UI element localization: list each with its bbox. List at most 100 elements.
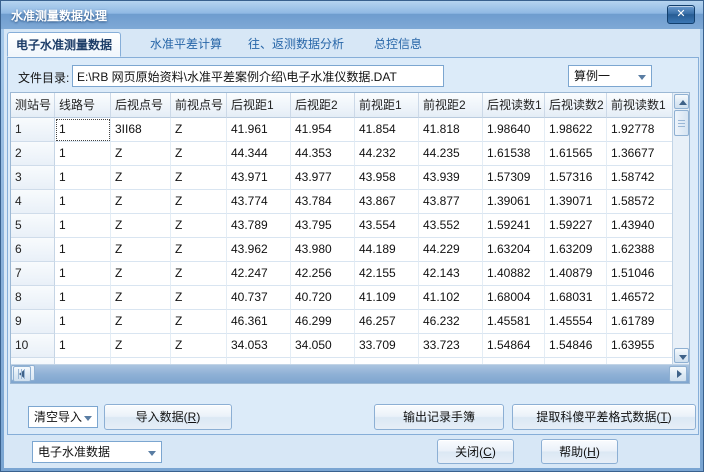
table-cell[interactable]: 43.789 <box>227 214 291 238</box>
table-cell[interactable]: 42.247 <box>227 262 291 286</box>
table-cell[interactable]: 43.958 <box>355 166 419 190</box>
table-cell[interactable]: 43.867 <box>355 190 419 214</box>
table-cell[interactable]: 1.39061 <box>483 190 545 214</box>
file-directory-input[interactable] <box>72 65 444 87</box>
table-cell[interactable]: 1.63204 <box>483 238 545 262</box>
table-cell[interactable]: 1.43940 <box>607 214 672 238</box>
table-cell[interactable]: Z <box>171 214 227 238</box>
table-cell[interactable]: 1.54846 <box>545 334 607 358</box>
table-cell[interactable]: 34.050 <box>291 334 355 358</box>
table-cell[interactable]: 41.818 <box>419 118 483 142</box>
table-cell[interactable]: 1.57309 <box>483 166 545 190</box>
table-cell[interactable]: Z <box>111 334 171 358</box>
table-cell[interactable]: 44.229 <box>419 238 483 262</box>
table-cell[interactable]: Z <box>171 190 227 214</box>
row-header-cell[interactable]: 4 <box>11 190 55 214</box>
table-cell[interactable]: 46.232 <box>419 310 483 334</box>
table-cell[interactable]: Z <box>171 310 227 334</box>
table-cell[interactable]: 43.784 <box>291 190 355 214</box>
table-cell[interactable]: 43.877 <box>419 190 483 214</box>
row-header-cell[interactable]: 1 <box>11 118 55 142</box>
table-cell[interactable]: 41.961 <box>227 118 291 142</box>
table-cell[interactable]: Z <box>111 214 171 238</box>
table-cell[interactable]: 1.39071 <box>545 190 607 214</box>
table-cell[interactable] <box>55 358 111 364</box>
table-cell[interactable]: 1.59227 <box>545 214 607 238</box>
table-cell[interactable]: 1 <box>55 310 111 334</box>
column-header[interactable]: 前视点号 <box>171 93 227 118</box>
table-cell[interactable]: 1.98640 <box>483 118 545 142</box>
tab-electronic-level-data[interactable]: 电子水准测量数据 <box>7 32 122 57</box>
tab-adjustment-calc[interactable]: 水准平差计算 <box>150 37 223 51</box>
table-cell[interactable]: 1.58742 <box>607 166 672 190</box>
help-button[interactable]: 帮助(H) <box>541 439 618 464</box>
scroll-down-icon[interactable] <box>674 348 689 363</box>
clear-import-select[interactable]: 清空导入 <box>28 406 98 428</box>
table-cell[interactable]: Z <box>111 190 171 214</box>
table-cell[interactable]: 43.977 <box>291 166 355 190</box>
tab-master-info[interactable]: 总控信息 <box>374 37 423 51</box>
table-cell[interactable]: 1.45554 <box>545 310 607 334</box>
table-cell[interactable]: 1.36677 <box>607 142 672 166</box>
table-cell[interactable]: 1.98622 <box>545 118 607 142</box>
table-cell[interactable]: 44.189 <box>355 238 419 262</box>
table-cell[interactable]: 34.053 <box>227 334 291 358</box>
table-cell[interactable]: 43.554 <box>355 214 419 238</box>
close-icon[interactable]: ✕ <box>667 5 695 24</box>
table-cell[interactable]: 33.723 <box>419 334 483 358</box>
table-cell[interactable]: 44.344 <box>227 142 291 166</box>
row-header-cell[interactable]: 3 <box>11 166 55 190</box>
table-cell[interactable]: 1.54864 <box>483 334 545 358</box>
row-header-cell[interactable]: 7 <box>11 262 55 286</box>
row-header-cell[interactable]: 10 <box>11 334 55 358</box>
table-cell[interactable]: 46.361 <box>227 310 291 334</box>
column-header[interactable]: 后视距2 <box>291 93 355 118</box>
table-cell[interactable]: Z <box>171 262 227 286</box>
table-cell[interactable]: 1 <box>55 166 111 190</box>
column-header[interactable]: 后视读数2 <box>545 93 607 118</box>
table-cell[interactable]: Z <box>111 142 171 166</box>
table-cell[interactable]: 41.854 <box>355 118 419 142</box>
table-cell[interactable]: Z <box>111 310 171 334</box>
table-cell[interactable]: 42.155 <box>355 262 419 286</box>
row-header-cell[interactable]: 2 <box>11 142 55 166</box>
horizontal-scrollbar[interactable] <box>11 364 689 383</box>
column-header[interactable]: 前视读数1 <box>607 93 672 118</box>
table-cell[interactable] <box>545 358 607 364</box>
table-cell[interactable]: 41.102 <box>419 286 483 310</box>
table-cell[interactable]: 1 <box>55 238 111 262</box>
table-cell[interactable]: 41.954 <box>291 118 355 142</box>
table-cell[interactable]: 1.51046 <box>607 262 672 286</box>
table-cell[interactable]: 43.971 <box>227 166 291 190</box>
table-cell[interactable]: 43.962 <box>227 238 291 262</box>
table-cell[interactable]: Z <box>111 286 171 310</box>
vertical-scroll-thumb[interactable] <box>674 110 689 136</box>
table-cell[interactable]: 43.980 <box>291 238 355 262</box>
row-header-cell[interactable]: 5 <box>11 214 55 238</box>
table-cell[interactable]: 3II68 <box>111 118 171 142</box>
table-cell[interactable]: 1 <box>55 190 111 214</box>
table-cell[interactable] <box>291 358 355 364</box>
table-cell[interactable]: 1.63209 <box>545 238 607 262</box>
table-cell[interactable]: 42.256 <box>291 262 355 286</box>
table-cell[interactable] <box>227 358 291 364</box>
table-cell[interactable]: Z <box>171 238 227 262</box>
table-cell[interactable]: 43.795 <box>291 214 355 238</box>
table-cell[interactable]: 1 <box>55 214 111 238</box>
title-bar[interactable]: 水准测量数据处理 ✕ <box>1 1 703 29</box>
table-cell[interactable] <box>419 358 483 364</box>
table-cell[interactable]: 1.40882 <box>483 262 545 286</box>
table-cell[interactable]: 1 <box>55 262 111 286</box>
extract-cosa-format-button[interactable]: 提取科傻平差格式数据(T) <box>512 404 696 430</box>
table-cell[interactable]: 33.709 <box>355 334 419 358</box>
table-cell[interactable] <box>483 358 545 364</box>
table-cell[interactable]: 1.61538 <box>483 142 545 166</box>
table-cell[interactable]: Z <box>171 286 227 310</box>
table-cell[interactable]: 1.61565 <box>545 142 607 166</box>
table-cell[interactable]: 46.299 <box>291 310 355 334</box>
table-cell[interactable]: 1 <box>55 334 111 358</box>
table-cell[interactable]: 1.68004 <box>483 286 545 310</box>
table-cell[interactable]: 44.235 <box>419 142 483 166</box>
column-header[interactable]: 后视点号 <box>111 93 171 118</box>
column-header[interactable]: 测站号 <box>11 93 55 118</box>
